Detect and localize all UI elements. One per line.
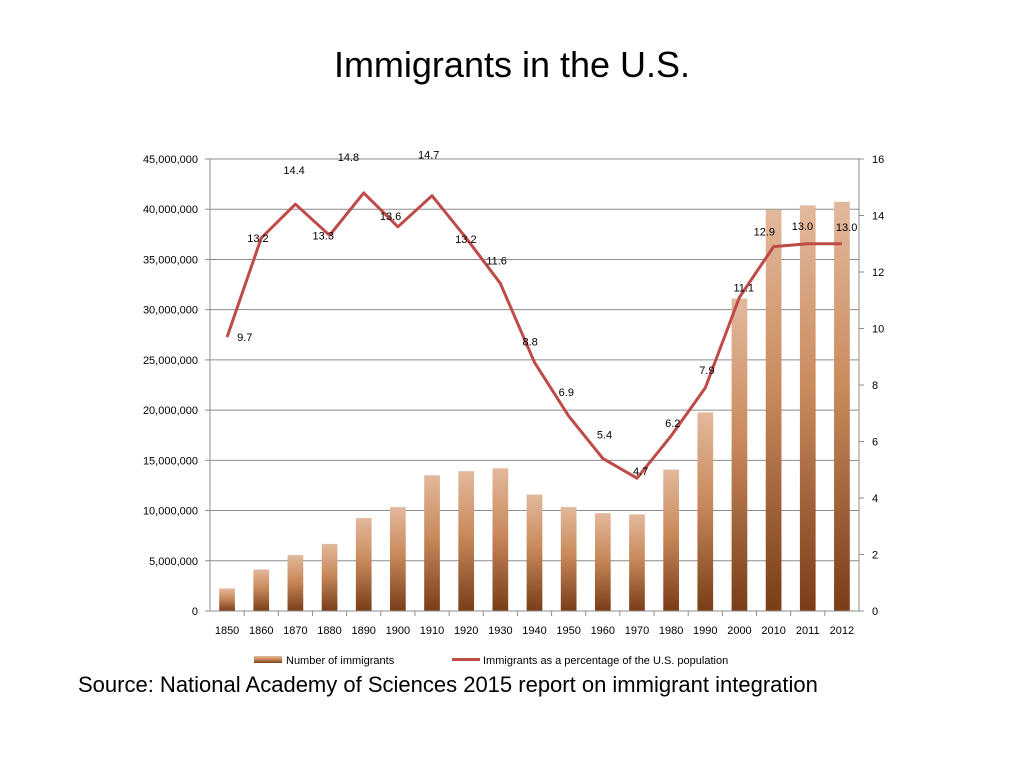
- right-tick-label: 8: [872, 380, 878, 392]
- line-data-label: 5.4: [597, 429, 612, 441]
- left-tick-label: 10,000,000: [143, 506, 198, 518]
- x-tick-label: 1960: [591, 625, 615, 637]
- bar: [321, 543, 338, 611]
- x-tick-label: 1850: [215, 625, 239, 637]
- line-data-label: 14.4: [283, 165, 304, 177]
- bar: [355, 518, 372, 611]
- x-tick-label: 1890: [351, 625, 375, 637]
- x-tick-label: 1900: [386, 625, 410, 637]
- data-labels: 9.7 13.2 14.4 13.3 14.8 13.6 14.7 13.2 11.6 8.8 6.…: [237, 150, 857, 479]
- x-tick-label: 2011: [796, 625, 820, 637]
- line-data-label: 4.7: [633, 466, 648, 478]
- percentage-line: [225, 191, 842, 480]
- x-tick-label: 1910: [420, 625, 444, 637]
- x-tick-label: 1950: [556, 625, 580, 637]
- right-tick-label: 16: [872, 154, 884, 166]
- right-tick-label: 0: [872, 606, 878, 618]
- line-data-label: 11.1: [733, 282, 754, 294]
- source-note: Source: National Academy of Sciences 201…: [78, 672, 818, 697]
- bar: [629, 514, 645, 611]
- left-tick-label: 20,000,000: [143, 405, 198, 417]
- bar: [219, 588, 235, 611]
- bar: [560, 507, 577, 611]
- line-data-label: 13.0: [792, 221, 813, 233]
- left-tick-label: 25,000,000: [143, 355, 198, 367]
- left-tick-label: 45,000,000: [143, 154, 198, 166]
- bar: [458, 471, 475, 611]
- bar: [253, 569, 270, 611]
- right-tick-label: 6: [872, 437, 878, 449]
- bar: [663, 469, 679, 611]
- line-data-label: 13.6: [380, 211, 401, 223]
- bar: [287, 555, 304, 611]
- legend-bar-swatch: [254, 656, 282, 663]
- x-tick-label: 1860: [249, 625, 273, 637]
- left-tick-label: 0: [192, 606, 198, 618]
- bar: [526, 494, 543, 611]
- line-data-label: 14.8: [338, 152, 359, 164]
- line-data-label: 9.7: [237, 332, 252, 344]
- axes: 0 5,000,000 10,000,000 15,000,000 20,000,000…: [143, 154, 884, 637]
- bar: [834, 201, 850, 611]
- x-tick-label: 1970: [625, 625, 649, 637]
- line-data-label: 6.2: [665, 418, 680, 430]
- x-tick-label: 1930: [488, 625, 512, 637]
- x-tick-label: 1990: [693, 625, 717, 637]
- line-data-label: 13.0: [836, 222, 857, 234]
- line-data-label: 13.3: [313, 230, 334, 242]
- legend-bar-label: Number of immigrants: [286, 655, 395, 667]
- bar: [697, 412, 714, 611]
- line-data-label: 12.9: [754, 227, 775, 239]
- x-tick-label: 2012: [830, 625, 854, 637]
- line-data-label: 7.9: [699, 365, 714, 377]
- x-tick-label: 2000: [727, 625, 751, 637]
- left-tick-label: 15,000,000: [143, 455, 198, 467]
- line-data-label: 13.2: [247, 233, 268, 245]
- bar: [731, 298, 748, 611]
- x-tick-label: 2010: [761, 625, 785, 637]
- right-tick-label: 10: [872, 324, 884, 336]
- bar: [765, 209, 782, 611]
- line-data-label: 11.6: [486, 255, 507, 267]
- bar: [390, 507, 406, 611]
- line-data-label: 6.9: [559, 387, 574, 399]
- line-data-label: 13.2: [455, 234, 476, 246]
- bar: [799, 205, 816, 612]
- left-tick-label: 5,000,000: [149, 556, 198, 568]
- x-tick-label: 1920: [454, 625, 478, 637]
- left-tick-label: 40,000,000: [143, 204, 198, 216]
- x-tick-label: 1870: [283, 625, 307, 637]
- left-tick-label: 30,000,000: [143, 305, 198, 317]
- bar-series: [219, 201, 850, 612]
- right-tick-label: 12: [872, 267, 884, 279]
- legend: Number of immigrants Immigrants as a per…: [254, 655, 728, 667]
- slide-title: Immigrants in the U.S.: [333, 44, 691, 85]
- line-data-label: 8.8: [523, 336, 538, 348]
- bar: [594, 513, 611, 611]
- line-data-label: 14.7: [418, 150, 439, 162]
- right-tick-label: 2: [872, 550, 878, 562]
- left-tick-label: 35,000,000: [143, 254, 198, 266]
- right-tick-label: 4: [872, 493, 878, 505]
- legend-line-label: Immigrants as a percentage of the U.S. p…: [483, 655, 728, 667]
- bar: [492, 468, 509, 611]
- bar: [424, 475, 440, 611]
- right-tick-label: 14: [872, 211, 884, 223]
- x-tick-label: 1980: [659, 625, 683, 637]
- line-series: [225, 191, 842, 480]
- x-tick-label: 1880: [317, 625, 341, 637]
- x-tick-label: 1940: [522, 625, 546, 637]
